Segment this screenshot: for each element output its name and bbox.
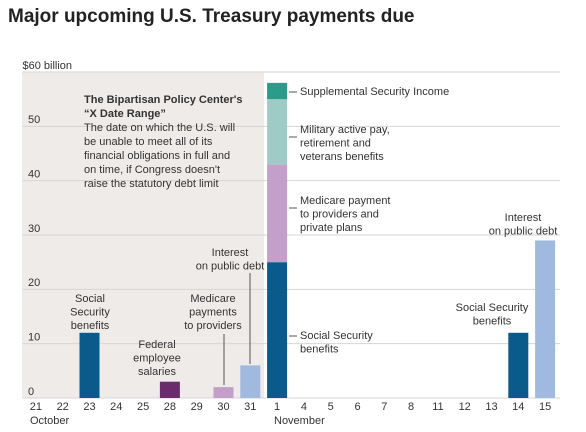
annotation: Military active pay,	[300, 124, 390, 136]
annotation: Interest	[505, 212, 542, 224]
bar	[159, 381, 180, 398]
region-text: financial obligations in full and	[84, 150, 230, 162]
annotation: Supplemental Security Income	[300, 86, 449, 98]
x-tick-label: 21	[30, 401, 42, 413]
annotation: Federal	[138, 339, 175, 351]
x-tick-label: 11	[432, 401, 443, 413]
annotation: retirement and	[300, 137, 371, 149]
month-label: October	[30, 415, 69, 427]
annotation: Social Security	[300, 330, 373, 342]
x-tick-label: 23	[83, 401, 95, 413]
bar	[213, 387, 234, 398]
x-tick-label: 5	[328, 401, 334, 413]
annotation: benefits	[71, 320, 110, 332]
region-text: be unable to meet all of its	[84, 136, 213, 148]
y-tick-label: 30	[28, 223, 40, 235]
x-tick-label: 28	[164, 401, 176, 413]
x-tick-label: 25	[137, 401, 149, 413]
month-label: November	[274, 415, 325, 427]
annotation: private plans	[300, 222, 363, 234]
annotation: Social Security	[456, 302, 529, 314]
y-tick-label: 20	[28, 277, 40, 289]
bar	[267, 262, 288, 398]
y-tick-label: 50	[28, 114, 40, 126]
annotation: salaries	[138, 366, 176, 378]
annotation: veterans benefits	[300, 151, 384, 163]
annotation: Medicare payment	[300, 195, 391, 207]
annotation: to providers and	[300, 208, 379, 220]
y-tick-label: $60 billion	[23, 60, 73, 72]
bar	[79, 332, 100, 398]
bar	[267, 82, 288, 100]
x-tick-label: 12	[459, 401, 471, 413]
x-tick-label: 31	[244, 401, 256, 413]
annotation: to providers	[184, 320, 242, 332]
x-tick-label: 6	[354, 401, 360, 413]
region-title: The Bipartisan Policy Center's	[84, 94, 243, 106]
x-tick-label: 24	[110, 401, 122, 413]
x-tick-label: 29	[191, 401, 203, 413]
annotation: on public debt	[489, 225, 558, 237]
region-text: raise the statutory debt limit	[84, 178, 219, 190]
annotation: benefits	[473, 315, 512, 327]
x-tick-label: 15	[539, 401, 551, 413]
x-tick-label: 13	[485, 401, 497, 413]
x-tick-label: 7	[381, 401, 387, 413]
annotation: payments	[189, 306, 237, 318]
annotation: on public debt	[196, 260, 265, 272]
bar	[535, 240, 556, 398]
x-tick-label: 30	[217, 401, 229, 413]
y-tick-label: 40	[28, 169, 40, 181]
y-tick-label: 10	[28, 332, 40, 344]
annotation: employee	[133, 352, 181, 364]
x-tick-label: 4	[301, 401, 307, 413]
x-tick-label: 8	[408, 401, 414, 413]
bar	[267, 99, 288, 165]
chart-title: Major upcoming U.S. Treasury payments du…	[8, 6, 415, 27]
y-tick-label: 0	[28, 386, 34, 398]
annotation: benefits	[300, 343, 339, 355]
region-text: The date on which the U.S. will	[84, 122, 235, 134]
x-tick-label: 22	[57, 401, 69, 413]
bar	[240, 365, 261, 398]
region-text: on time, if Congress doesn't	[84, 164, 220, 176]
annotation: Medicare	[190, 293, 235, 305]
x-tick-label: 1	[274, 401, 280, 413]
x-tick-label: 14	[512, 401, 524, 413]
region-title: “X Date Range”	[84, 108, 166, 120]
annotation: Social	[75, 293, 105, 305]
annotation: Security	[70, 306, 110, 318]
bar	[508, 332, 529, 398]
annotation: Interest	[212, 247, 249, 259]
bar	[267, 164, 288, 263]
